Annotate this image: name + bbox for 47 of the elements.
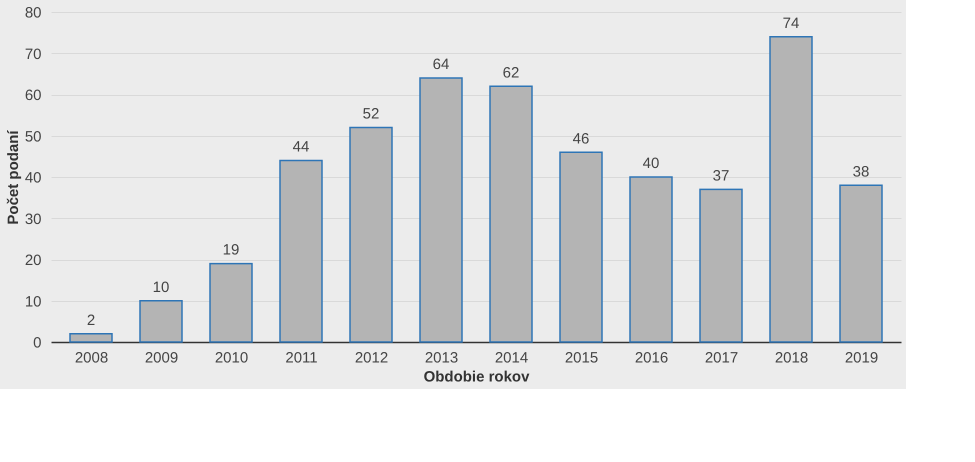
y-tick-label: 40 xyxy=(24,170,42,186)
y-tick-label: 50 xyxy=(24,128,42,146)
data-label: 2 xyxy=(86,312,96,329)
data-label: 44 xyxy=(292,138,310,156)
x-tick-label: 2019 xyxy=(844,350,878,366)
x-tick-label: 2014 xyxy=(494,350,528,366)
y-axis-title: Počet podaní xyxy=(4,130,22,225)
data-label: 52 xyxy=(362,106,380,122)
data-label: 62 xyxy=(502,64,520,82)
data-label: 37 xyxy=(712,167,730,184)
bar xyxy=(209,262,253,343)
x-axis-title: Obdobie rokov xyxy=(424,368,530,386)
bar xyxy=(839,184,883,343)
y-tick-label: 20 xyxy=(24,252,42,269)
y-tick-label: 10 xyxy=(24,293,42,310)
y-tick-label: 80 xyxy=(24,4,42,22)
bar xyxy=(489,86,533,343)
bar xyxy=(699,188,743,343)
y-tick-label: 60 xyxy=(24,87,42,104)
y-tick-label: 0 xyxy=(33,334,42,352)
x-tick-label: 2010 xyxy=(214,350,248,366)
x-tick-label: 2017 xyxy=(704,350,738,366)
bar xyxy=(559,152,603,343)
bar xyxy=(279,160,323,343)
x-tick-label: 2008 xyxy=(74,350,108,366)
x-tick-label: 2016 xyxy=(634,350,668,366)
data-label: 40 xyxy=(642,155,660,172)
data-label: 74 xyxy=(782,14,800,32)
x-tick-label: 2009 xyxy=(144,350,178,366)
y-tick-label: 30 xyxy=(24,210,42,228)
bar xyxy=(139,300,183,343)
x-tick-label: 2015 xyxy=(564,350,598,366)
data-label: 10 xyxy=(152,278,170,296)
x-tick-label: 2013 xyxy=(424,350,458,366)
data-label: 38 xyxy=(852,163,870,180)
x-tick-label: 2012 xyxy=(354,350,388,366)
bar xyxy=(629,176,673,343)
data-label: 64 xyxy=(432,56,450,73)
bar xyxy=(349,126,393,343)
y-tick-label: 70 xyxy=(24,46,42,63)
x-tick-label: 2011 xyxy=(285,350,318,366)
bar xyxy=(769,36,813,343)
bar xyxy=(69,333,113,343)
x-tick-label: 2018 xyxy=(774,350,808,366)
bar xyxy=(419,77,463,343)
data-label: 19 xyxy=(222,242,240,259)
data-label: 46 xyxy=(572,130,590,148)
